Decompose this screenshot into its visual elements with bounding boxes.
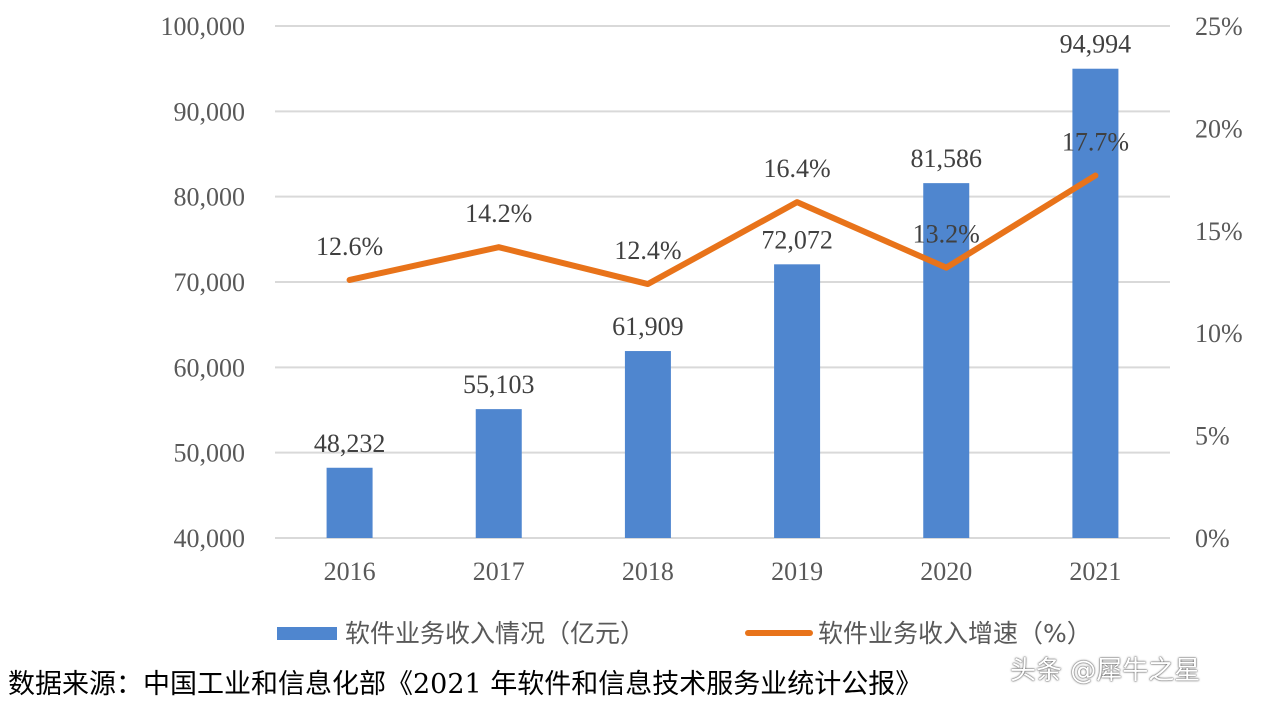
right-axis-tick-label: 0%	[1195, 524, 1230, 553]
bar-value-label: 48,232	[314, 429, 386, 458]
right-axis-tick-label: 10%	[1195, 319, 1243, 348]
growth-rate-line	[346, 172, 1099, 288]
bar-series	[326, 68, 1119, 538]
growth-value-label: 16.4%	[763, 154, 830, 183]
x-axis-tick-label: 2020	[920, 557, 972, 586]
bar-2017	[475, 409, 522, 538]
x-axis-tick-label: 2019	[771, 557, 823, 586]
watermark: 头条 @犀牛之星	[1010, 656, 1201, 686]
x-axis-tick-label: 2016	[324, 557, 376, 586]
growth-value-label: 12.6%	[316, 232, 383, 261]
gridlines	[275, 25, 1170, 539]
growth-value-label: 12.4%	[614, 236, 681, 265]
right-axis-tick-label: 25%	[1195, 12, 1243, 41]
bar-2020	[923, 183, 970, 538]
bar-2018	[624, 351, 671, 538]
x-axis-tick-label: 2021	[1069, 557, 1121, 586]
left-axis-tick-label: 70,000	[174, 268, 246, 297]
left-axis-tick-label: 90,000	[174, 97, 246, 126]
bar-2021	[1072, 68, 1119, 538]
growth-point-2020	[944, 265, 949, 270]
data-labels: 48,232 55,103 61,909 72,072 81,586 94,994 12.6…	[314, 30, 1131, 458]
legend-line-label: 软件业务收入增速（%）	[818, 619, 1092, 648]
x-axis-tick-label: 2018	[622, 557, 674, 586]
growth-point-2019	[795, 200, 800, 205]
bar-2016	[326, 467, 373, 538]
axis-tick-labels: 40,000 50,000 60,000 70,000 80,000 90,000 100,…	[161, 12, 1243, 586]
legend: 软件业务收入情况（亿元） 软件业务收入增速（%）	[277, 619, 1092, 648]
left-axis-tick-label: 40,000	[174, 524, 246, 553]
right-axis-tick-label: 5%	[1195, 422, 1230, 451]
x-axis-tick-label: 2017	[473, 557, 525, 586]
right-axis-tick-label: 15%	[1195, 217, 1243, 246]
left-axis-tick-label: 80,000	[174, 183, 246, 212]
growth-value-label: 13.2%	[913, 220, 980, 249]
line-series	[346, 172, 1099, 288]
legend-bar-swatch	[277, 627, 337, 640]
data-source-note: 数据来源：中国工业和信息化部《2021 年软件和信息技术服务业统计公报》	[8, 669, 923, 700]
bar-value-label: 55,103	[463, 370, 535, 399]
left-axis-tick-label: 60,000	[174, 353, 246, 382]
left-axis-tick-label: 50,000	[174, 439, 246, 468]
growth-point-2021	[1093, 173, 1098, 178]
growth-value-label: 17.7%	[1062, 128, 1129, 157]
bar-value-label: 72,072	[761, 225, 833, 254]
bar-value-label: 61,909	[612, 312, 684, 341]
bar-value-label: 94,994	[1060, 30, 1132, 59]
growth-point-2018	[645, 282, 650, 287]
growth-point-2016	[347, 277, 352, 282]
growth-point-2017	[496, 245, 501, 250]
legend-bar-label: 软件业务收入情况（亿元）	[345, 619, 645, 648]
left-axis-tick-label: 100,000	[161, 12, 246, 41]
right-axis-tick-label: 20%	[1195, 114, 1243, 143]
growth-value-label: 14.2%	[465, 199, 532, 228]
bar-2019	[774, 264, 821, 538]
bar-value-label: 81,586	[911, 144, 983, 173]
